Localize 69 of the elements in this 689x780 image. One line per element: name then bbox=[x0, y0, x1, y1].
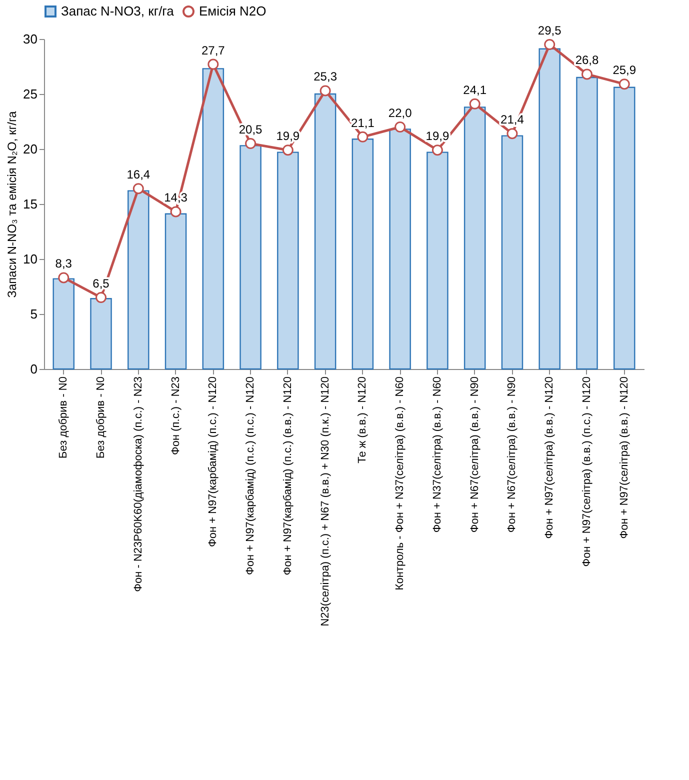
y-tick-label: 25 bbox=[23, 86, 38, 102]
point bbox=[282, 144, 294, 156]
point bbox=[357, 131, 368, 142]
legend-label: Запас N-NO3, кг/га bbox=[61, 4, 175, 18]
point bbox=[394, 122, 406, 132]
x-tick-label: Фон + N67(селітра) (в.в.) - N90 bbox=[506, 376, 518, 533]
bar bbox=[128, 190, 150, 370]
point bbox=[58, 272, 70, 284]
point bbox=[469, 98, 480, 110]
x-tick-label: Фон - N23P60K60(діамофоска) (п.с.) - N23 bbox=[132, 376, 144, 592]
x-tick-label: Фон + N97(селітра) (в.в.) - N120 bbox=[544, 376, 556, 539]
bar bbox=[52, 278, 75, 370]
bar bbox=[202, 68, 224, 370]
x-tick-label: Фон + N37(селітра) (в.в.) - N60 bbox=[431, 376, 444, 533]
x-tick-label: Фон + N97(селітра) (в.в.) (п.с.) - N120 bbox=[580, 376, 593, 567]
bar bbox=[538, 48, 560, 370]
bar bbox=[314, 93, 336, 370]
data-label: 21,1 bbox=[351, 116, 375, 130]
data-label: 24,1 bbox=[463, 82, 487, 97]
x-tick-label: Фон + N97(карбамід) (п.с.) (п.с.) - N120 bbox=[244, 376, 257, 575]
bar bbox=[352, 138, 374, 370]
y-tick-label: 5 bbox=[30, 306, 38, 322]
y-tick-label: 20 bbox=[23, 142, 38, 156]
point bbox=[320, 85, 331, 96]
data-label: 27,7 bbox=[201, 43, 226, 58]
point bbox=[582, 68, 592, 80]
y-axis-title: Запаси N-NO₃ та емісія N₂O, кг/га bbox=[5, 110, 20, 298]
x-tick-label: Фон (п.с.) - N23 bbox=[170, 376, 182, 455]
data-label: 16,4 bbox=[126, 168, 150, 182]
data-label: 29,5 bbox=[538, 24, 562, 38]
x-tick-label: N23(селітра) (п.с.) + N67 (в.в.) + N30 (п.к.) - N120 bbox=[319, 376, 332, 626]
data-label: 25,3 bbox=[314, 70, 338, 84]
bar bbox=[464, 106, 486, 370]
point bbox=[432, 144, 443, 156]
data-label: 22,0 bbox=[388, 106, 412, 120]
x-tick-label: Без добрив - N0 bbox=[95, 376, 108, 458]
bar bbox=[613, 86, 636, 370]
x-tick-label: Фон + N97(селітра) (в.в.) - N120 bbox=[618, 376, 630, 539]
point bbox=[618, 78, 630, 90]
bar bbox=[164, 213, 187, 370]
y-tick-label: 10 bbox=[23, 252, 38, 266]
point bbox=[245, 138, 256, 149]
x-tick-label: Фон + N97(карбамід) (п.с.) (в.в.) - N120 bbox=[282, 376, 294, 576]
y-tick-label: 15 bbox=[23, 196, 38, 212]
point bbox=[96, 292, 106, 303]
legend-label: Емісія N2O bbox=[199, 4, 266, 18]
x-tick-label: Те ж (в.в.) - N120 bbox=[356, 376, 369, 464]
bar bbox=[90, 298, 112, 370]
bar bbox=[389, 128, 411, 370]
y-tick-label: 30 bbox=[23, 32, 38, 46]
bar bbox=[501, 135, 524, 370]
bar bbox=[277, 152, 299, 370]
x-tick-label: Фон + N67(селітра) (в.в.) - N90 bbox=[468, 376, 481, 533]
data-label: 26,8 bbox=[575, 53, 599, 68]
bar bbox=[240, 145, 262, 370]
point bbox=[132, 183, 144, 194]
data-label: 25,9 bbox=[612, 63, 636, 78]
x-tick-label: Контроль - Фон + N37(селітра) (в.в.) - N60 bbox=[394, 376, 406, 590]
point bbox=[506, 128, 518, 140]
y-tick-label: 0 bbox=[30, 362, 38, 376]
data-label: 19,9 bbox=[426, 129, 450, 144]
point bbox=[544, 39, 556, 50]
bar bbox=[576, 76, 598, 370]
x-tick-label: Фон + N97(карбамід) (п.с.) - N120 bbox=[207, 376, 220, 547]
data-label: 8,3 bbox=[55, 256, 72, 271]
bar bbox=[426, 152, 448, 370]
point bbox=[170, 206, 182, 218]
x-tick-label: Без добрив - N0 bbox=[58, 376, 70, 458]
point bbox=[208, 58, 219, 70]
